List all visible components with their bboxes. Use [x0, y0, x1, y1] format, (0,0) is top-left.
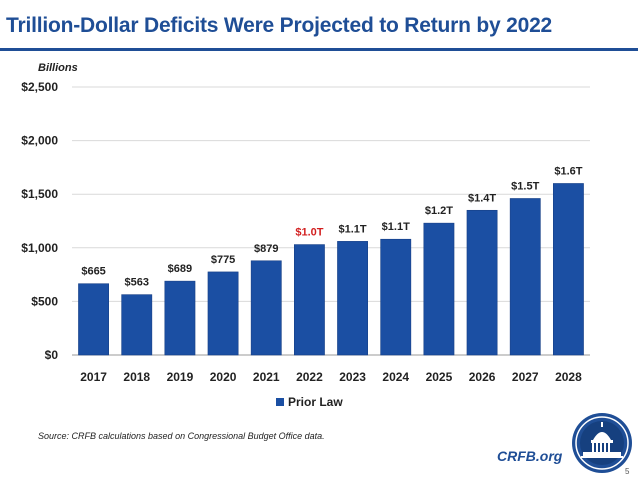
data-label: $1.0T: [295, 227, 323, 239]
page-number: 5: [625, 467, 630, 476]
bar: [250, 260, 282, 356]
bars: [78, 183, 584, 356]
bar: [553, 183, 584, 356]
bar: [78, 283, 109, 356]
brand-link[interactable]: CRFB.org: [497, 448, 563, 464]
bar: [380, 238, 412, 356]
y-tick-label: $2,000: [21, 134, 58, 148]
x-tick-label: 2024: [382, 370, 409, 384]
legend-swatch: [276, 398, 284, 406]
bar: [466, 209, 498, 356]
data-label: $1.2T: [425, 205, 453, 217]
data-labels: $665 $563 $689 $775 $879 $1.0T $1.1T $1.1T $1.2T…: [81, 165, 582, 288]
data-label: $689: [168, 263, 192, 275]
y-tick-label: $500: [31, 294, 58, 308]
legend: Prior Law: [276, 395, 343, 409]
bar: [207, 271, 239, 356]
bar: [509, 198, 541, 356]
capitol-dome-seal-icon: [572, 413, 632, 473]
x-tick-label: 2021: [253, 370, 280, 384]
x-tick-label: 2022: [296, 370, 323, 384]
data-label: $775: [211, 254, 235, 266]
x-tick-label: 2020: [210, 370, 237, 384]
data-label: $1.6T: [554, 165, 582, 177]
data-label: $1.1T: [339, 223, 367, 235]
x-tick-label: 2028: [555, 370, 582, 384]
legend-label: Prior Law: [288, 395, 343, 409]
data-label: $1.1T: [382, 221, 410, 233]
deficit-bar-chart: $665 $563 $689 $775 $879 $1.0T $1.1T $1.1T $1.2T…: [21, 80, 590, 409]
x-tick-label: 2018: [123, 370, 150, 384]
data-label: $1.4T: [468, 192, 496, 204]
x-tick-label: 2026: [469, 370, 496, 384]
y-axis-ticks: $0 $500 $1,000 $1,500 $2,000 $2,500: [21, 80, 58, 362]
title-underline: [0, 48, 638, 51]
y-tick-label: $0: [45, 348, 59, 362]
y-tick-label: $1,500: [21, 187, 58, 201]
data-label: $879: [254, 243, 278, 255]
bar: [337, 241, 368, 356]
source-note: Source: CRFB calculations based on Congr…: [38, 431, 325, 441]
x-axis-ticks: 2017 2018 2019 2020 2021 2022 2023 2024 2025 2026…: [80, 370, 582, 384]
x-tick-label: 2027: [512, 370, 539, 384]
data-label: $665: [81, 266, 105, 278]
bar: [294, 244, 325, 356]
data-label: $1.5T: [511, 180, 539, 192]
bar: [121, 294, 153, 356]
x-tick-label: 2023: [339, 370, 366, 384]
data-label: $563: [125, 277, 149, 289]
x-tick-label: 2017: [80, 370, 107, 384]
bar: [164, 280, 196, 356]
y-tick-label: $1,000: [21, 241, 58, 255]
x-tick-label: 2025: [426, 370, 453, 384]
units-label: Billions: [38, 62, 78, 74]
bar: [423, 222, 455, 356]
y-tick-label: $2,500: [21, 80, 58, 94]
x-tick-label: 2019: [167, 370, 194, 384]
gridlines: [72, 86, 590, 356]
page-title: Trillion-Dollar Deficits Were Projected …: [6, 14, 553, 37]
